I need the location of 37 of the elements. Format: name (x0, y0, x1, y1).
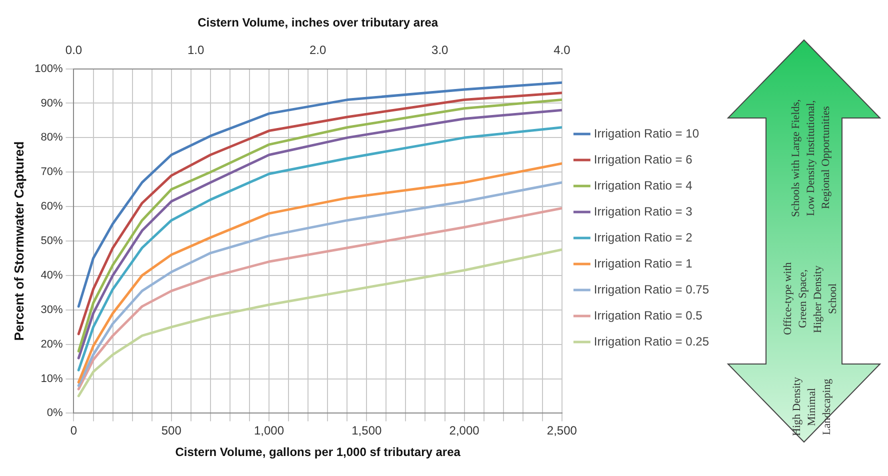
y-tick-label: 70% (40, 166, 63, 178)
text: High Density Minimal Landscaping (790, 376, 834, 438)
legend-label: Irrigation Ratio = 1 (594, 256, 693, 270)
x-tick-label: 1,000 (254, 424, 284, 438)
legend-label: Irrigation Ratio = 0.75 (594, 282, 710, 296)
x2-tick-label: 4.0 (554, 42, 571, 57)
text: Office-type with Green Space, Higher Density School (781, 262, 840, 338)
y-tick-label: 20% (40, 338, 63, 350)
x2-tick-label: 2.0 (309, 42, 326, 57)
legend-label: Irrigation Ratio = 10 (594, 126, 700, 140)
y-tick-label: 80% (40, 132, 63, 144)
x2-axis-title: Cistern Volume, inches over tributary area (198, 16, 438, 30)
x-tick-label: 0 (70, 424, 78, 438)
y-tick-label: 30% (40, 304, 63, 316)
text: Schools with Large Fields, Low Density Institutional, Regional Opportunities (788, 98, 832, 219)
legend-label: Irrigation Ratio = 0.5 (594, 308, 703, 322)
y-tick-label: 90% (40, 97, 63, 110)
x-axis-title: Cistern Volume, gallons per 1,000 sf tributary area (175, 445, 461, 460)
x-tick-label: 2,000 (449, 424, 480, 438)
x-tick-label: 2,500 (546, 424, 578, 438)
y-tick-label: 10% (40, 372, 63, 385)
y-tick-label: 60% (40, 200, 63, 213)
x-tick-label: 500 (161, 424, 182, 438)
x2-tick-label: 1.0 (187, 42, 204, 57)
legend-label: Irrigation Ratio = 6 (594, 152, 693, 166)
x2-tick-label: 3.0 (432, 42, 449, 57)
legend-label: Irrigation Ratio = 0.25 (594, 334, 710, 348)
y-tick-label: 40% (40, 269, 63, 282)
y-tick-label: 50% (40, 235, 63, 248)
legend-label: Irrigation Ratio = 4 (594, 178, 693, 192)
x2-tick-label: 0.0 (65, 42, 82, 57)
x-tick-label: 1,500 (352, 424, 382, 438)
legend-label: Irrigation Ratio = 2 (594, 230, 693, 244)
y-tick-label: 0% (46, 407, 63, 420)
y-tick-label: 100% (34, 62, 63, 75)
y-axis-title: Percent of Stormwater Captured (11, 141, 26, 341)
legend-label: Irrigation Ratio = 3 (594, 204, 693, 218)
